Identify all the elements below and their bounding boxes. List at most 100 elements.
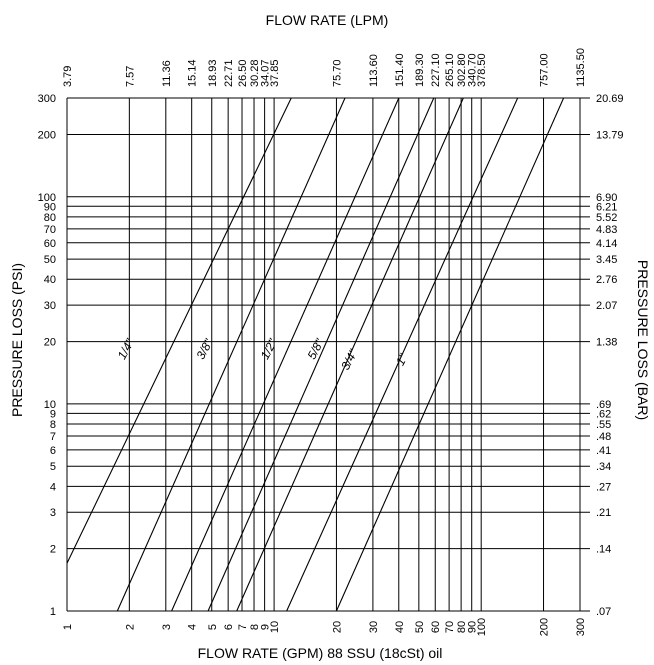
y-tick-label-right: 2.76 — [596, 274, 617, 286]
x-tick-label: 80 — [456, 621, 468, 633]
x-tick-label-top: 302.80 — [456, 53, 468, 87]
y-tick-label: 40 — [44, 274, 56, 286]
y-tick-label: 20 — [44, 337, 56, 349]
y-tick-label-right: .41 — [596, 445, 611, 457]
x-tick-label-top: 22.71 — [223, 59, 235, 87]
x-tick-label-top: 227.10 — [430, 53, 442, 87]
y-tick-label-right: .14 — [596, 544, 611, 556]
y-tick-label: 100 — [38, 192, 56, 204]
x-tick-label-top: 15.14 — [187, 59, 199, 87]
x-tick-label-top: 7.57 — [124, 66, 136, 87]
x-tick-label-top: 1135.50 — [575, 48, 587, 87]
x-tick-label: 200 — [539, 618, 551, 636]
y-tick-label-right: .48 — [596, 431, 611, 443]
y-tick-label-right: .34 — [596, 461, 611, 473]
series-layer: 1/4" 3/8" 1/2" 5/8" 3/4" 1" — [66, 97, 565, 612]
x-tick-label: 8 — [249, 624, 261, 630]
x-tick-label: 2 — [124, 624, 136, 630]
y-tick-label: 7 — [50, 431, 56, 443]
x-tick-label: 3 — [161, 624, 173, 630]
x-tick-label-top: 75.70 — [331, 59, 343, 87]
series-label: 3/8" — [193, 336, 216, 362]
series-line — [335, 97, 565, 612]
y-tick-label: 4 — [50, 481, 56, 493]
x-tick-label-top: 26.50 — [237, 59, 249, 87]
y-tick-label-right: .55 — [596, 419, 611, 431]
x-tick-label: 20 — [331, 621, 343, 633]
y-tick-label-right: 2.07 — [596, 300, 617, 312]
series-line — [207, 97, 435, 612]
series-label: 1/4" — [115, 336, 138, 362]
series-line — [66, 97, 292, 564]
x-tick-label-top: 378.50 — [476, 53, 488, 87]
series-label: 1" — [393, 351, 411, 368]
x-tick-label: 6 — [223, 624, 235, 630]
y-tick-label: 80 — [44, 212, 56, 224]
chart-title: FLOW RATE (LPM) — [266, 12, 389, 28]
y-tick-label: 8 — [50, 419, 56, 431]
y-tick-label: 10 — [44, 399, 56, 411]
x-tick-label: 9 — [260, 624, 272, 630]
x-tick-label-top: 189.30 — [414, 53, 426, 87]
x-tick-label-top: 340.70 — [467, 53, 479, 87]
x-tick-label-top: 34.07 — [260, 59, 272, 87]
grid — [66, 97, 590, 612]
y-axis-title-left: PRESSURE LOSS (PSI) — [9, 263, 25, 417]
y-tick-label-right: .69 — [596, 399, 611, 411]
y-tick-label: 60 — [44, 238, 56, 250]
x-axis-title: FLOW RATE (GPM) 88 SSU (18cSt) oil — [198, 645, 443, 661]
series-label: 1/2" — [258, 336, 281, 362]
y-tick-label: 90 — [44, 201, 56, 213]
x-tick-label: 300 — [575, 618, 587, 636]
series-label: 3/4" — [338, 347, 361, 373]
y-tick-label: 3 — [50, 507, 56, 519]
y-tick-label-right: 3.45 — [596, 254, 617, 266]
y-tick-label-right: 1.38 — [596, 337, 617, 349]
x-tick-label-top: 757.00 — [539, 53, 551, 87]
y-tick-label-right: 4.14 — [596, 238, 617, 250]
series-line — [171, 97, 400, 612]
y-tick-label: 6 — [50, 445, 56, 457]
y-tick-label: 50 — [44, 254, 56, 266]
x-tick-label: 5 — [207, 624, 219, 630]
y-tick-label: 200 — [38, 129, 56, 141]
y-axis-title-right: PRESSURE LOSS (BAR) — [635, 260, 651, 420]
y-tick-label-right: 6.21 — [596, 201, 617, 213]
x-tick-label: 70 — [444, 621, 456, 633]
x-tick-label: 7 — [237, 624, 249, 630]
series-label: 5/8" — [305, 336, 328, 362]
series-line — [286, 97, 519, 612]
x-tick-label: 50 — [414, 621, 426, 633]
y-tick-label: 2 — [50, 544, 56, 556]
x-tick-label: 90 — [467, 621, 479, 633]
x-tick-label-top: 18.93 — [207, 59, 219, 87]
y-tick-label-right: 4.83 — [596, 224, 617, 236]
y-tick-label: 300 — [38, 93, 56, 105]
tick-labels: 123456789102030405060708090100200300.07.… — [38, 48, 624, 636]
x-tick-label: 4 — [187, 624, 199, 630]
x-tick-label-top: 265.10 — [444, 53, 456, 87]
x-tick-label-top: 3.79 — [62, 66, 74, 87]
x-tick-label: 30 — [368, 621, 380, 633]
y-tick-label: 9 — [50, 408, 56, 420]
y-tick-label-right: .21 — [596, 507, 611, 519]
x-tick-label-top: 113.60 — [368, 54, 380, 87]
series-line — [236, 97, 464, 612]
plot-frame — [66, 98, 590, 612]
y-tick-label-right: .27 — [596, 481, 611, 493]
x-tick-label-top: 11.36 — [161, 60, 173, 87]
y-tick-label-right: 6.90 — [596, 192, 617, 204]
x-tick-label-top: 151.40 — [394, 53, 406, 87]
y-tick-label: 70 — [44, 224, 56, 236]
y-tick-label: 5 — [50, 461, 56, 473]
x-tick-label: 10 — [269, 621, 281, 633]
series-line — [116, 97, 346, 612]
y-tick-label: 30 — [44, 300, 56, 312]
x-tick-label: 40 — [394, 621, 406, 633]
y-tick-label-right: 20.69 — [596, 93, 624, 105]
y-tick-label: 1 — [50, 606, 56, 618]
x-tick-label: 100 — [476, 618, 488, 636]
y-tick-label-right: 13.79 — [596, 129, 624, 141]
x-tick-label-top: 37.85 — [269, 59, 281, 87]
